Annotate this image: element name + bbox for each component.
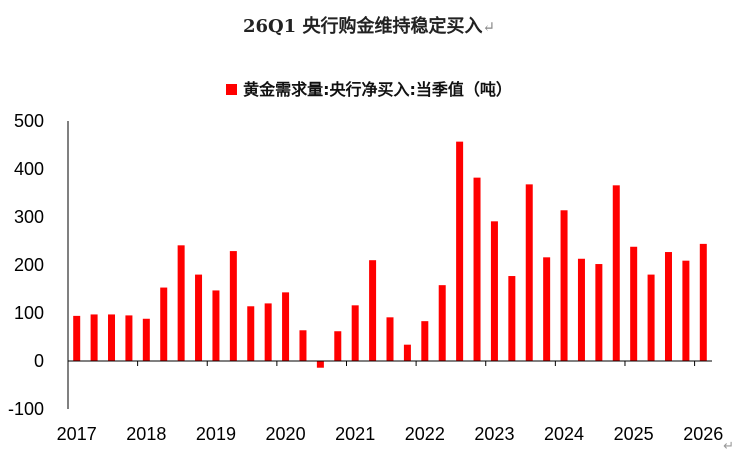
x-tick-label: 2026 — [683, 424, 723, 444]
bar — [577, 258, 585, 361]
bar — [508, 276, 516, 361]
chart-title: 26Q1 央行购金维持稳定买入↵ — [0, 12, 738, 38]
bar — [369, 260, 377, 361]
bar — [438, 285, 446, 361]
x-tick-label: 2021 — [335, 424, 375, 444]
bar — [282, 292, 290, 361]
bar — [543, 257, 551, 361]
bar — [560, 210, 568, 361]
bar — [142, 318, 150, 361]
x-tick-label: 2020 — [266, 424, 306, 444]
y-tick-label: 200 — [14, 255, 44, 275]
return-mark-icon: ↵ — [482, 18, 496, 36]
bar — [177, 245, 185, 361]
legend-swatch — [226, 84, 238, 95]
bar — [682, 260, 690, 361]
bar — [195, 274, 203, 361]
bar — [403, 344, 411, 361]
corner-return-mark-icon: ↵ — [723, 439, 734, 454]
y-tick-label: 300 — [14, 207, 44, 227]
bar — [664, 252, 672, 361]
chart-title-text: 26Q1 央行购金维持稳定买入 — [242, 16, 483, 37]
bar — [699, 243, 707, 361]
bar — [212, 290, 220, 361]
bar — [299, 330, 307, 361]
x-tick-label: 2024 — [544, 424, 584, 444]
y-tick-label: 100 — [14, 303, 44, 323]
bar — [108, 314, 116, 361]
bar — [386, 317, 394, 361]
bar — [612, 185, 620, 361]
y-tick-label: 500 — [14, 111, 44, 131]
x-tick-label: 2025 — [614, 424, 654, 444]
bar — [160, 287, 168, 361]
bar — [90, 314, 98, 361]
x-tick-label: 2022 — [405, 424, 445, 444]
bar — [264, 303, 272, 361]
y-tick-label: -100 — [8, 399, 44, 419]
x-tick-label: 2017 — [57, 424, 97, 444]
bar — [73, 315, 81, 361]
y-tick-label: 0 — [34, 351, 44, 371]
bar — [595, 264, 603, 361]
legend-label: 黄金需求量:央行净买入:当季值（吨） — [243, 80, 512, 99]
bar — [456, 141, 464, 361]
y-tick-label: 400 — [14, 159, 44, 179]
bar — [421, 321, 429, 361]
bar — [490, 221, 498, 361]
bar — [473, 177, 481, 361]
x-tick-label: 2019 — [196, 424, 236, 444]
bar — [334, 331, 342, 361]
bar — [647, 274, 655, 361]
legend: 黄金需求量:央行净买入:当季值（吨） — [0, 76, 738, 100]
bar — [630, 246, 638, 361]
bar — [316, 361, 324, 368]
bar — [125, 315, 133, 361]
bar — [351, 305, 359, 361]
bar — [229, 251, 237, 361]
x-tick-label: 2023 — [474, 424, 514, 444]
bar — [247, 306, 255, 361]
x-tick-label: 2018 — [126, 424, 166, 444]
bar — [525, 184, 533, 361]
